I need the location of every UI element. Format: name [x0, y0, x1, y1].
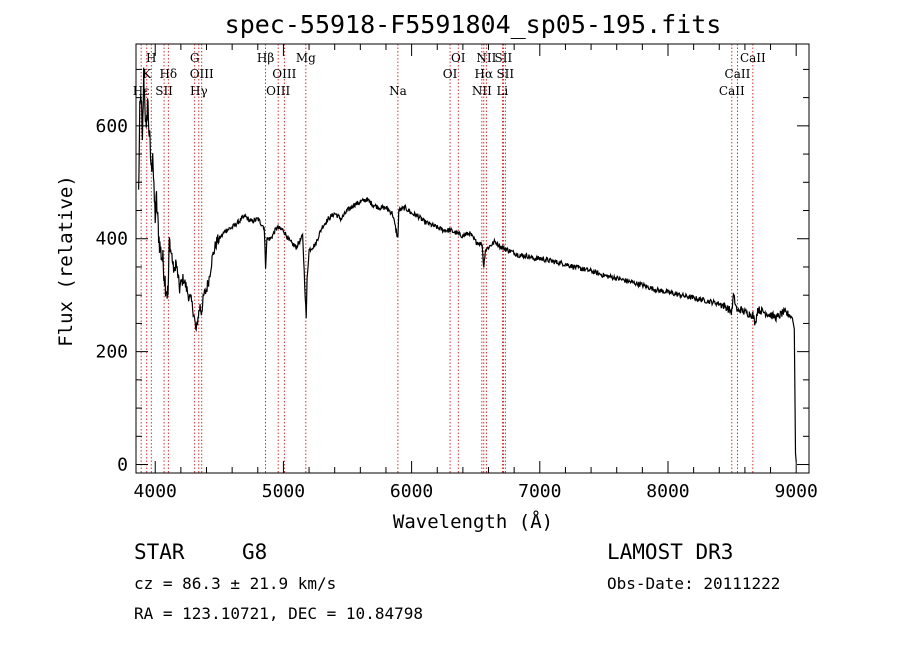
line-label-2: Hε: [133, 84, 150, 98]
line-label-1: H: [146, 51, 156, 65]
line-label-6: OIII: [190, 67, 214, 81]
line-label-10: OIII: [266, 84, 290, 98]
x-axis-label: Wavelength (Å): [393, 510, 553, 533]
line-label-18: SII: [496, 67, 514, 81]
line-label-21: CaII: [740, 51, 766, 65]
line-label-0: K: [142, 67, 152, 81]
y-axis-label: Flux (relative): [55, 175, 77, 347]
line-label-13: OI: [451, 51, 466, 65]
line-label-22: CaII: [725, 67, 751, 81]
x-tick-label: 5000: [262, 481, 305, 502]
x-tick-label: 8000: [646, 481, 689, 502]
x-tick-label: 6000: [390, 481, 433, 502]
line-label-7: Hγ: [190, 84, 208, 98]
coordinates: RA = 123.10721, DEC = 10.84798: [134, 604, 423, 623]
line-label-5: G: [190, 51, 200, 65]
chart-title: spec-55918-F5591804_sp05-195.fits: [225, 10, 722, 39]
y-tick-label: 600: [95, 116, 128, 137]
line-label-12: Na: [389, 84, 407, 98]
line-label-11: Mg: [296, 51, 316, 65]
line-label-8: Hβ: [257, 51, 274, 65]
line-label-19: NII: [472, 84, 492, 98]
axis-tick-labels: 4000 5000 6000 7000 8000 9000 0 200 400 600: [95, 116, 817, 502]
y-tick-label: 200: [95, 342, 128, 363]
line-label-3: SII: [155, 84, 173, 98]
line-label-17: Hα: [474, 67, 493, 81]
line-label-4: Hδ: [159, 67, 177, 81]
spectral-line-markers: [140, 44, 754, 473]
object-class: STAR: [134, 540, 185, 564]
y-tick-label: 0: [117, 455, 128, 476]
x-tick-label: 9000: [775, 481, 818, 502]
line-label-9: OIII: [272, 67, 296, 81]
line-label-23: CaII: [719, 84, 745, 98]
line-label-15: NII: [476, 51, 496, 65]
line-label-14: OI: [443, 67, 458, 81]
obs-date: Obs-Date: 20111222: [607, 574, 780, 593]
x-tick-label: 4000: [134, 481, 177, 502]
survey-name: LAMOST DR3: [607, 540, 733, 564]
axis-ticks: [136, 44, 809, 473]
object-subclass: G8: [242, 540, 267, 564]
line-label-16: SII: [495, 51, 513, 65]
plot-frame: [135, 43, 810, 474]
spectrum-line: [138, 67, 797, 462]
y-tick-label: 400: [95, 229, 128, 250]
redshift-readout: cz = 86.3 ± 21.9 km/s: [134, 574, 336, 593]
line-label-20: Li: [496, 84, 508, 98]
x-tick-label: 7000: [518, 481, 561, 502]
